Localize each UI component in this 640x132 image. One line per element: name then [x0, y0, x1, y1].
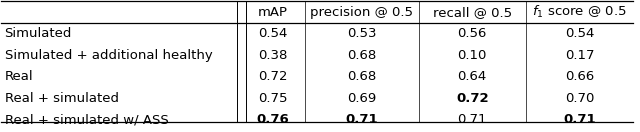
Text: 0.70: 0.70	[565, 92, 595, 105]
Text: Real + simulated: Real + simulated	[4, 92, 118, 105]
Text: 0.71: 0.71	[458, 113, 487, 126]
Text: 0.66: 0.66	[565, 70, 595, 83]
Text: 0.54: 0.54	[565, 27, 595, 40]
Text: 0.76: 0.76	[257, 113, 289, 126]
Text: 0.38: 0.38	[259, 49, 288, 62]
Text: 0.56: 0.56	[458, 27, 487, 40]
Text: 0.71: 0.71	[346, 113, 378, 126]
Text: 0.54: 0.54	[259, 27, 288, 40]
Text: 0.75: 0.75	[259, 92, 288, 105]
Text: 0.68: 0.68	[347, 49, 376, 62]
Text: Simulated + additional healthy: Simulated + additional healthy	[4, 49, 212, 62]
Text: 0.71: 0.71	[563, 113, 596, 126]
Text: Real: Real	[4, 70, 33, 83]
Text: 0.53: 0.53	[347, 27, 376, 40]
Text: 0.10: 0.10	[458, 49, 487, 62]
Text: precision @ 0.5: precision @ 0.5	[310, 6, 413, 19]
Text: Simulated: Simulated	[4, 27, 72, 40]
Text: 0.72: 0.72	[456, 92, 488, 105]
Text: recall @ 0.5: recall @ 0.5	[433, 6, 512, 19]
Text: mAP: mAP	[258, 6, 288, 19]
Text: Real + simulated w/ ASS: Real + simulated w/ ASS	[4, 113, 168, 126]
Text: 0.68: 0.68	[347, 70, 376, 83]
Text: 0.64: 0.64	[458, 70, 487, 83]
Text: 0.69: 0.69	[347, 92, 376, 105]
Text: 0.72: 0.72	[259, 70, 288, 83]
Text: $f_1$ score @ 0.5: $f_1$ score @ 0.5	[532, 4, 627, 20]
Text: 0.17: 0.17	[565, 49, 595, 62]
